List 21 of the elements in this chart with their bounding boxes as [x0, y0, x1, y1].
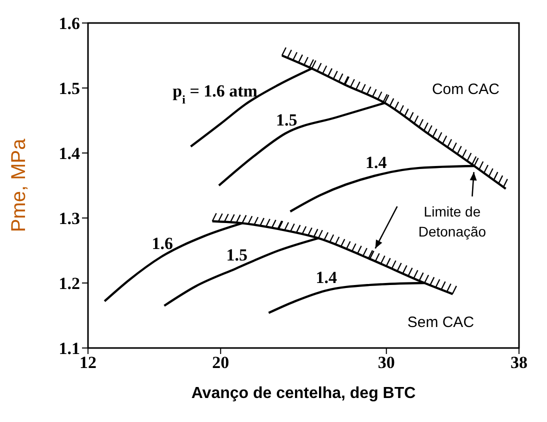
x-tick-label: 20	[212, 353, 230, 372]
y-tick-label: 1.5	[58, 79, 80, 98]
annotation: Com CAC	[432, 80, 500, 98]
annotation: 1.5	[226, 246, 248, 265]
x-tick-label: 12	[80, 353, 96, 372]
y-tick-label: 1.3	[58, 209, 80, 228]
y-tick-label: 1.6	[58, 14, 80, 34]
annotation: Sem CAC	[407, 314, 474, 332]
y-tick-label: 1.4	[58, 144, 80, 164]
annotation: 1.4	[316, 268, 338, 287]
annotation: 1.6	[152, 234, 173, 253]
x-tick-label: 30	[378, 353, 395, 372]
annotation: 1.5	[276, 110, 298, 130]
y-tick-label: 1.1	[58, 339, 80, 358]
annotation: p$_{i}$ = 1.6 atm	[172, 81, 258, 106]
y-axis-title: Pme, MPa	[8, 138, 30, 232]
annotation: 1.4	[366, 152, 388, 172]
x-tick-label: 38	[510, 353, 528, 372]
x-axis-title: Avanço de centelha, deg BTC	[191, 385, 416, 402]
annotation: Limite de Detonação	[418, 203, 486, 240]
y-tick-label: 1.2	[58, 274, 80, 294]
